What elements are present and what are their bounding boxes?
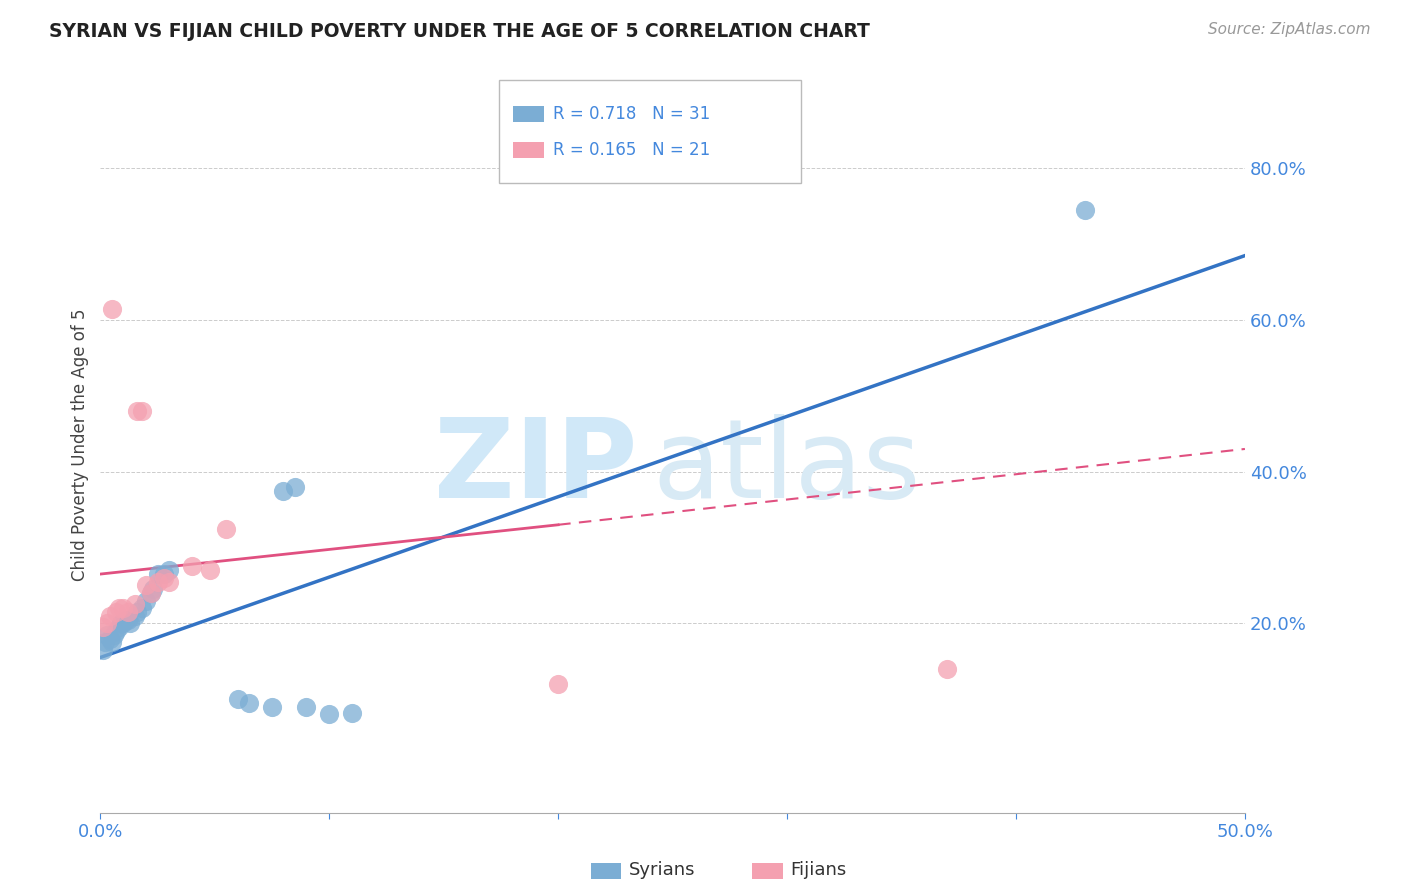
Text: R = 0.718   N = 31: R = 0.718 N = 31: [553, 105, 710, 123]
Point: [98, 608, 121, 623]
Point: [295, 699, 318, 714]
Point: [98, 632, 121, 646]
Point: [200, 563, 222, 577]
Point: [135, 578, 157, 592]
Point: [238, 696, 260, 710]
Text: ZIP: ZIP: [433, 414, 637, 521]
Point: [94, 635, 117, 649]
Point: [120, 616, 142, 631]
Point: [117, 613, 139, 627]
Point: [260, 699, 283, 714]
Text: atlas: atlas: [652, 414, 921, 521]
Point: [226, 692, 249, 706]
Point: [101, 301, 124, 316]
Text: Source: ZipAtlas.com: Source: ZipAtlas.com: [1208, 22, 1371, 37]
Text: Syrians: Syrians: [628, 861, 695, 879]
Point: [131, 601, 153, 615]
Point: [105, 624, 128, 638]
Point: [101, 635, 124, 649]
Point: [284, 480, 307, 494]
Point: [105, 605, 128, 619]
Text: Fijians: Fijians: [790, 861, 846, 879]
Point: [180, 559, 202, 574]
Point: [125, 605, 148, 619]
Point: [157, 563, 180, 577]
Point: [117, 605, 139, 619]
Point: [112, 616, 135, 631]
Point: [153, 571, 176, 585]
Point: [103, 628, 125, 642]
Point: [146, 567, 169, 582]
Y-axis label: Child Poverty Under the Age of 5: Child Poverty Under the Age of 5: [72, 309, 89, 582]
Text: SYRIAN VS FIJIAN CHILD POVERTY UNDER THE AGE OF 5 CORRELATION CHART: SYRIAN VS FIJIAN CHILD POVERTY UNDER THE…: [49, 22, 870, 41]
Point: [91, 643, 114, 657]
Point: [131, 404, 153, 418]
Point: [107, 620, 129, 634]
Point: [112, 601, 135, 615]
Point: [91, 620, 114, 634]
Point: [124, 608, 146, 623]
Point: [139, 586, 162, 600]
Point: [114, 613, 136, 627]
Point: [157, 574, 180, 589]
Point: [146, 574, 169, 589]
Point: [153, 567, 176, 582]
Point: [547, 677, 569, 691]
Point: [135, 593, 157, 607]
Point: [124, 598, 146, 612]
Point: [340, 706, 363, 720]
Point: [107, 601, 129, 615]
Point: [1073, 203, 1095, 218]
Point: [273, 483, 295, 498]
Point: [936, 662, 959, 676]
Point: [96, 628, 118, 642]
Point: [96, 616, 118, 631]
Point: [215, 522, 238, 536]
Point: [318, 707, 340, 722]
Point: [139, 586, 162, 600]
Point: [110, 616, 132, 631]
Point: [125, 404, 148, 418]
Text: R = 0.165   N = 21: R = 0.165 N = 21: [553, 141, 710, 159]
Point: [142, 582, 165, 597]
